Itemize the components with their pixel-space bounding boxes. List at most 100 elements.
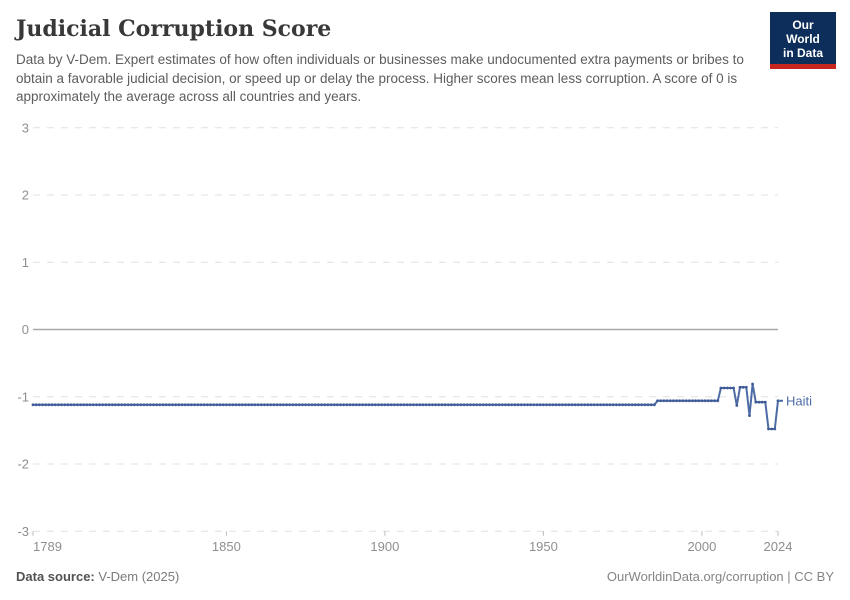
series-marker	[424, 403, 428, 407]
series-marker	[282, 403, 285, 407]
series-marker	[462, 403, 466, 407]
series-marker	[431, 403, 434, 407]
series-marker	[719, 386, 723, 390]
series-marker	[675, 399, 678, 403]
data-source[interactable]: Data source: V-Dem (2025)	[16, 569, 179, 584]
series-marker	[488, 403, 491, 407]
series-marker	[656, 399, 659, 403]
series-marker	[142, 403, 146, 407]
series-marker	[548, 403, 552, 407]
series-marker	[535, 403, 539, 407]
attribution-link[interactable]: OurWorldinData.org/corruption | CC BY	[606, 569, 834, 584]
series-marker	[272, 403, 276, 407]
series-marker	[567, 403, 571, 407]
series-marker	[415, 403, 418, 407]
series-marker	[446, 403, 450, 407]
series-marker	[329, 403, 333, 407]
series-marker	[478, 403, 482, 407]
series-marker	[738, 385, 742, 389]
series-marker	[396, 403, 399, 407]
series-marker	[744, 385, 748, 389]
x-axis-tick-label: 1950	[529, 539, 558, 554]
series-marker	[523, 403, 526, 407]
series-marker	[250, 403, 254, 407]
series-marker	[225, 403, 228, 407]
series-marker	[741, 385, 745, 389]
series-marker	[177, 403, 181, 407]
series-marker	[174, 403, 178, 407]
series-marker	[770, 427, 774, 431]
series-marker	[66, 403, 70, 407]
series-marker	[456, 403, 460, 407]
series-marker	[196, 403, 200, 407]
series-marker	[735, 404, 739, 407]
series-marker	[491, 403, 495, 407]
series-marker	[215, 403, 219, 407]
series-marker	[41, 403, 44, 407]
series-marker	[79, 403, 82, 407]
series-marker	[136, 403, 140, 407]
series-marker	[507, 403, 510, 407]
series-marker	[199, 403, 203, 407]
series-marker	[583, 403, 586, 407]
series-marker	[576, 403, 580, 407]
series-marker	[91, 403, 95, 407]
series-marker	[98, 403, 101, 407]
chart-subtitle: Data by V-Dem. Expert estimates of how o…	[16, 52, 744, 104]
series-marker	[167, 403, 171, 407]
series-marker	[259, 403, 263, 407]
series-marker	[171, 403, 174, 407]
series-marker	[361, 403, 365, 407]
series-marker	[180, 403, 184, 407]
series-marker	[117, 403, 120, 407]
series-line-haiti[interactable]	[33, 383, 779, 430]
series-marker	[500, 403, 504, 407]
series-marker	[710, 399, 713, 403]
series-marker	[145, 403, 149, 407]
y-axis-tick-label: 1	[22, 255, 29, 270]
series-marker	[640, 403, 644, 407]
series-marker	[542, 403, 545, 407]
series-marker	[291, 403, 295, 407]
y-axis-tick-label: 3	[22, 120, 29, 135]
y-axis-tick-label: 2	[22, 188, 29, 203]
series-marker	[120, 403, 124, 407]
y-axis-tick-label: 0	[22, 322, 29, 337]
series-marker	[288, 403, 292, 407]
series-marker	[345, 403, 349, 407]
series-marker	[351, 403, 355, 407]
series-marker	[60, 403, 63, 407]
series-marker	[294, 403, 298, 407]
series-marker	[668, 399, 672, 403]
series-marker	[85, 403, 89, 407]
series-marker	[31, 403, 35, 407]
series-marker	[88, 403, 92, 407]
series-marker	[421, 403, 425, 407]
series-marker	[393, 403, 396, 407]
series-marker	[614, 403, 618, 407]
series-marker	[538, 403, 542, 407]
series-marker	[152, 403, 155, 407]
series-marker	[323, 403, 327, 407]
owid-logo[interactable]: Our World in Data	[770, 12, 836, 69]
series-marker	[662, 399, 666, 403]
series-label-haiti[interactable]: Haiti	[786, 393, 812, 408]
series-marker	[481, 403, 485, 407]
series-marker	[301, 403, 304, 407]
series-marker	[240, 403, 244, 407]
series-marker	[183, 403, 187, 407]
series-marker	[484, 403, 488, 407]
series-marker	[526, 403, 529, 407]
series-marker	[367, 403, 371, 407]
series-marker	[672, 399, 675, 403]
series-marker	[687, 399, 691, 403]
series-marker	[465, 403, 469, 407]
series-marker	[627, 403, 631, 407]
series-marker	[545, 403, 548, 407]
series-marker	[364, 403, 368, 407]
series-marker	[412, 403, 415, 407]
series-marker	[126, 403, 130, 407]
series-marker	[643, 403, 647, 407]
series-marker	[129, 403, 133, 407]
